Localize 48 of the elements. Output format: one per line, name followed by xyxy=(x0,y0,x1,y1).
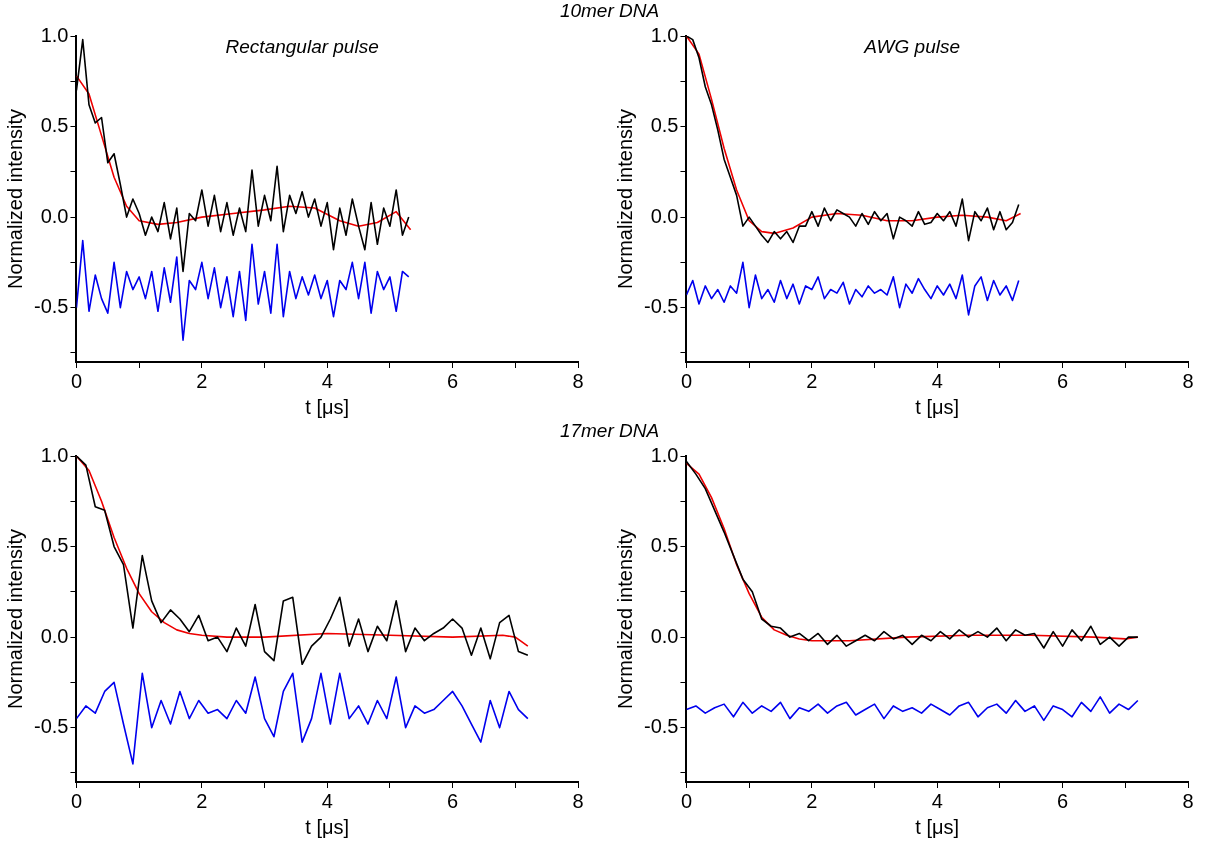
x-tick-label: 6 xyxy=(447,369,459,392)
x-tick-label: 8 xyxy=(1182,789,1194,812)
x-tick-label: 2 xyxy=(806,369,818,392)
y-tick-label: 0.0 xyxy=(650,624,679,647)
y-tick-label: 0.5 xyxy=(650,114,679,137)
x-tick-label: 8 xyxy=(572,789,584,812)
x-tick-label: 2 xyxy=(196,369,208,392)
x-tick-label: 0 xyxy=(70,369,83,392)
x-axis-title: t [μs] xyxy=(305,395,350,418)
y-axis-title: Normalized intensity xyxy=(3,528,26,710)
y-tick-label: -0.5 xyxy=(643,715,679,738)
annotation: Rectangular pulse xyxy=(225,35,379,57)
x-tick-label: 0 xyxy=(680,789,693,812)
x-tick-label: 0 xyxy=(680,369,693,392)
y-tick-label: 0.5 xyxy=(650,534,679,557)
y-tick-label: 1.0 xyxy=(650,23,679,46)
y-tick-label: 0.0 xyxy=(40,624,69,647)
y-tick-label: 1.0 xyxy=(40,443,69,466)
y-axis-title: Normalized intensity xyxy=(613,108,636,290)
y-tick-label: -0.5 xyxy=(33,715,69,738)
x-tick-label: 8 xyxy=(572,369,584,392)
y-tick-label: -0.5 xyxy=(33,295,69,318)
y-tick-label: 0.0 xyxy=(40,204,69,227)
x-axis-title: t [μs] xyxy=(915,395,960,418)
x-tick-label: 4 xyxy=(321,789,333,812)
y-tick-label: 0.0 xyxy=(650,204,679,227)
y-tick-label: 1.0 xyxy=(650,443,679,466)
x-tick-label: 2 xyxy=(806,789,818,812)
x-axis-title: t [μs] xyxy=(305,815,350,838)
x-axis-title: t [μs] xyxy=(915,815,960,838)
x-tick-label: 0 xyxy=(70,789,83,812)
x-tick-label: 2 xyxy=(196,789,208,812)
x-tick-label: 4 xyxy=(321,369,333,392)
x-tick-label: 6 xyxy=(447,789,459,812)
annotation: AWG pulse xyxy=(863,35,961,57)
x-tick-label: 4 xyxy=(931,789,943,812)
x-tick-label: 6 xyxy=(1057,789,1069,812)
chart-title: 17mer DNA xyxy=(558,420,661,442)
y-tick-label: -0.5 xyxy=(643,295,679,318)
y-tick-label: 0.5 xyxy=(40,114,69,137)
chart-title: 10mer DNA xyxy=(558,0,661,22)
y-axis-title: Normalized intensity xyxy=(613,528,636,710)
y-axis-title: Normalized intensity xyxy=(3,108,26,290)
x-tick-label: 6 xyxy=(1057,369,1069,392)
y-tick-label: 1.0 xyxy=(40,23,69,46)
x-tick-label: 4 xyxy=(931,369,943,392)
x-tick-label: 8 xyxy=(1182,369,1194,392)
y-tick-label: 0.5 xyxy=(40,534,69,557)
